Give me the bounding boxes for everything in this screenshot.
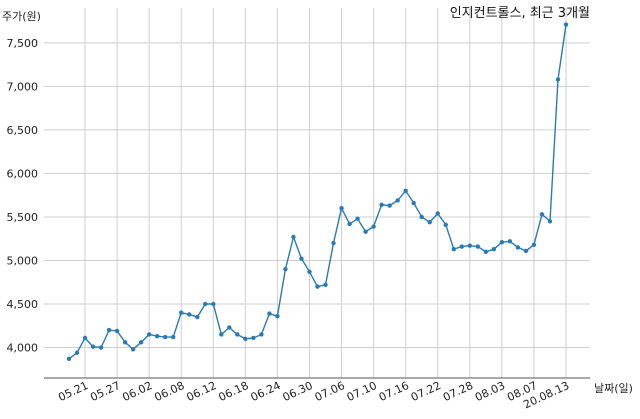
data-point [90,344,96,349]
data-point [291,234,296,240]
data-point [275,313,280,319]
data-point [122,340,128,345]
data-point [171,334,176,340]
series-line [68,24,567,360]
data-point [82,335,88,341]
data-point [251,335,256,341]
data-point [491,246,497,252]
data-point [267,311,272,316]
data-point [547,219,553,224]
data-point [419,214,424,220]
data-point [106,327,112,333]
data-point [403,188,408,194]
data-point [259,332,264,337]
data-point [371,224,376,229]
x-tick-label: 06.24 [249,379,283,404]
x-tick-label: 06.18 [217,379,251,404]
y-tick-labels: 4,000 4,500 5,000 5,500 6,000 6,500 7,000 7,500 [7,37,39,355]
data-point [563,22,569,27]
data-point [179,310,184,315]
data-point [475,244,481,249]
data-point [523,248,529,254]
data-point [307,269,312,274]
data-point [467,243,473,248]
x-tick-label: 05.27 [88,379,122,404]
data-point [66,356,72,362]
x-tick-label: 07.10 [345,379,379,404]
data-point [395,198,400,203]
data-point [451,246,456,252]
data-point [211,301,216,307]
data-point [539,212,545,217]
data-point [355,216,360,221]
x-tick-label: 07.28 [441,379,475,404]
data-point [203,301,208,307]
x-tick-label: 06.08 [152,379,186,404]
data-point [499,239,505,245]
data-point [435,211,440,216]
data-point [331,240,336,246]
data-point [227,325,232,330]
y-tick-label: 5,000 [7,254,39,267]
data-point [243,336,248,342]
y-tick-label: 7,000 [7,80,39,93]
x-tick-label: 06.12 [185,379,219,404]
data-point [138,340,144,345]
x-tick-labels: 05.2105.2706.0206.0806.1206.1806.2406.30… [56,379,571,411]
data-point [74,350,80,355]
data-point [162,334,168,340]
data-point [114,328,120,334]
y-tick-label: 5,500 [7,211,39,224]
y-tick-label: 6,000 [7,167,39,180]
chart-title: 인지컨트롤스, 최근 3개월 [450,6,590,21]
data-point [363,229,368,234]
y-tick-label: 7,500 [7,37,39,50]
data-point [187,312,192,317]
data-point [235,332,240,337]
data-point [427,219,432,225]
data-point [283,266,288,272]
data-point [347,221,352,227]
x-tick-label: 06.02 [120,379,154,404]
data-point [130,347,136,352]
y-tick-label: 6,500 [7,124,39,137]
x-tick-label: 07.22 [409,379,443,404]
series [66,22,569,362]
data-point [146,332,152,337]
x-tick-label: 05.21 [56,379,90,404]
data-point [219,332,224,337]
y-axis-title: 주가(원) [2,10,41,23]
y-tick-label: 4,000 [7,342,39,355]
grid [44,8,590,378]
data-point [315,284,320,289]
data-point [339,206,344,211]
y-tick-label: 4,500 [7,298,39,311]
x-axis-title: 날짜(일) [594,381,633,395]
data-point [459,244,464,249]
x-tick-label: 07.16 [377,379,411,404]
data-point [531,242,537,247]
data-point [154,334,160,339]
data-point [379,202,384,207]
data-point [507,239,513,244]
data-point [411,200,416,206]
data-point [555,77,561,82]
data-point [98,345,104,350]
data-point [515,245,521,250]
data-point [387,203,392,208]
data-point [195,314,200,320]
data-point [299,256,304,261]
data-point [443,222,448,227]
x-tick-label: 07.06 [313,379,347,404]
x-tick-label: 08.03 [473,379,507,404]
data-point [323,282,328,288]
x-tick-label: 06.30 [281,379,315,404]
data-point [483,249,489,254]
